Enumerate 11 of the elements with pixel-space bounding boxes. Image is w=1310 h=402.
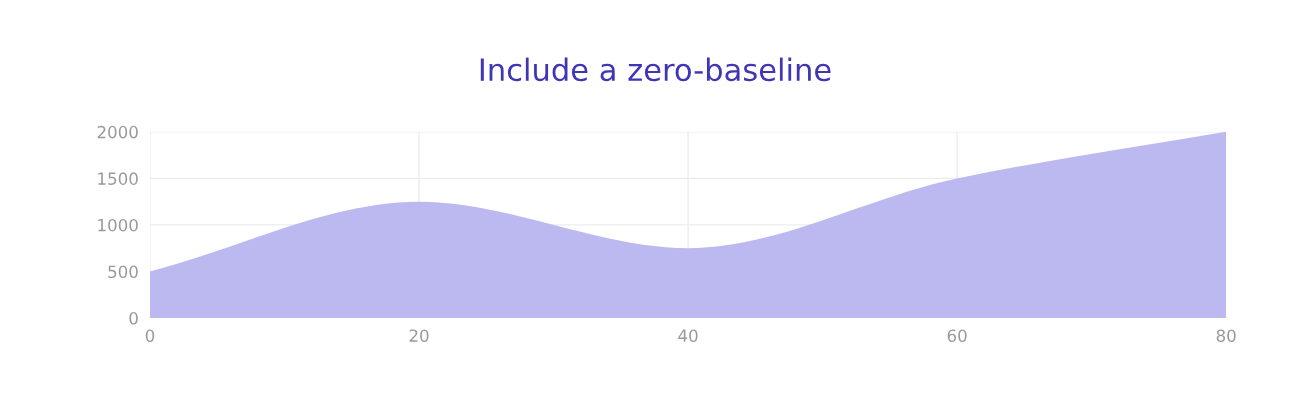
y-tick-label: 0 bbox=[129, 311, 138, 325]
y-tick-label: 1000 bbox=[98, 218, 138, 232]
x-tick-label: 40 bbox=[678, 329, 698, 342]
y-tick-label: 2000 bbox=[97, 125, 138, 139]
x-tick-label: 60 bbox=[947, 329, 967, 342]
x-tick-label: 80 bbox=[1216, 329, 1236, 342]
chart-title: Include a zero-baseline bbox=[480, 57, 831, 82]
y-tick-label: 500 bbox=[108, 265, 138, 279]
y-tick-label: 1500 bbox=[98, 172, 138, 185]
x-tick-label: 0 bbox=[145, 329, 155, 342]
x-tick-label: 20 bbox=[409, 329, 429, 342]
